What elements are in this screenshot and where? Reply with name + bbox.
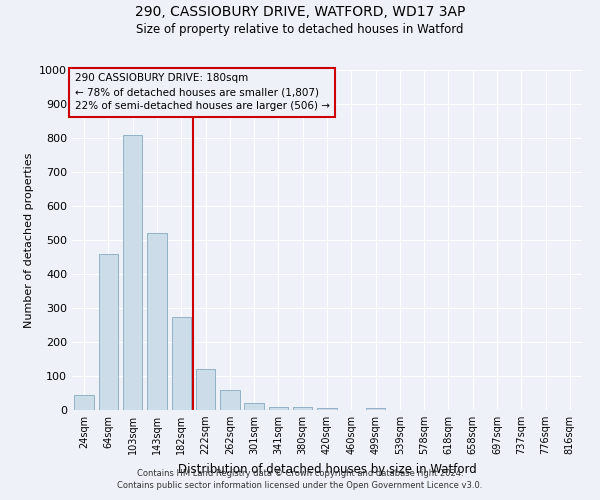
Bar: [123, 134, 142, 410]
Bar: [196, 369, 215, 410]
Bar: [293, 406, 313, 410]
Text: Contains HM Land Registry data © Crown copyright and database right 2024.
Contai: Contains HM Land Registry data © Crown c…: [118, 468, 482, 490]
Bar: [220, 390, 239, 410]
Bar: [172, 316, 191, 410]
Bar: [317, 408, 337, 410]
Bar: [366, 408, 385, 410]
Text: Size of property relative to detached houses in Watford: Size of property relative to detached ho…: [136, 22, 464, 36]
Text: 290, CASSIOBURY DRIVE, WATFORD, WD17 3AP: 290, CASSIOBURY DRIVE, WATFORD, WD17 3AP: [135, 5, 465, 19]
Bar: [99, 254, 118, 410]
X-axis label: Distribution of detached houses by size in Watford: Distribution of detached houses by size …: [178, 462, 476, 475]
Y-axis label: Number of detached properties: Number of detached properties: [23, 152, 34, 328]
Bar: [244, 403, 264, 410]
Bar: [74, 394, 94, 410]
Bar: [147, 233, 167, 410]
Bar: [269, 406, 288, 410]
Text: 290 CASSIOBURY DRIVE: 180sqm
← 78% of detached houses are smaller (1,807)
22% of: 290 CASSIOBURY DRIVE: 180sqm ← 78% of de…: [74, 74, 329, 112]
